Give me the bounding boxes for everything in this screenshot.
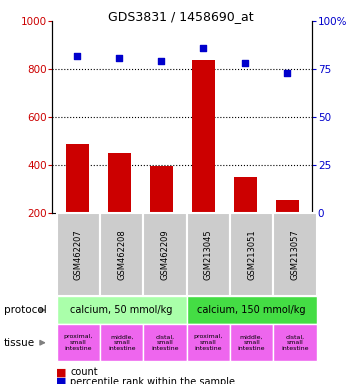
Bar [192,60,215,213]
Text: ■: ■ [56,377,66,384]
Text: GDS3831 / 1458690_at: GDS3831 / 1458690_at [108,10,253,23]
Point [284,70,290,76]
Text: tissue: tissue [4,338,35,348]
Point [200,45,206,51]
Point [117,55,122,61]
Text: calcium, 150 mmol/kg: calcium, 150 mmol/kg [197,305,306,315]
Point [158,58,164,65]
Text: proximal,
small
intestine: proximal, small intestine [64,334,93,351]
Text: middle,
small
intestine: middle, small intestine [108,334,135,351]
Text: distal,
small
intestine: distal, small intestine [151,334,179,351]
Bar [275,200,299,213]
Text: distal,
small
intestine: distal, small intestine [281,334,309,351]
Text: GSM213051: GSM213051 [247,229,256,280]
Bar [108,153,131,213]
Text: GSM462207: GSM462207 [74,229,83,280]
Text: GSM213045: GSM213045 [204,229,213,280]
Bar [66,144,89,213]
Text: middle,
small
intestine: middle, small intestine [238,334,265,351]
Text: count: count [70,367,98,377]
Text: percentile rank within the sample: percentile rank within the sample [70,377,235,384]
Text: ■: ■ [56,367,66,377]
Bar [150,166,173,213]
Text: protocol: protocol [4,305,46,315]
Bar [234,177,257,213]
Text: GSM462208: GSM462208 [117,229,126,280]
Text: GSM462209: GSM462209 [161,229,169,280]
Point [242,60,248,66]
Text: calcium, 50 mmol/kg: calcium, 50 mmol/kg [70,305,173,315]
Text: proximal,
small
intestine: proximal, small intestine [193,334,223,351]
Text: GSM213057: GSM213057 [291,229,299,280]
Point [75,53,81,59]
